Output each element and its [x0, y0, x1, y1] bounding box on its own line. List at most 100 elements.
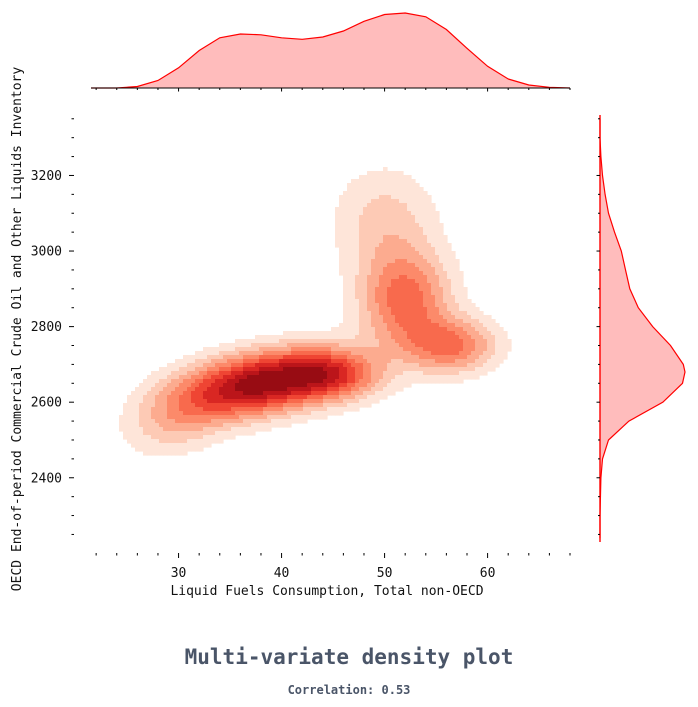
density-cell	[399, 243, 404, 248]
density-cell	[307, 363, 312, 368]
density-cell	[435, 215, 440, 220]
density-cell	[423, 299, 428, 304]
density-cell	[359, 307, 364, 312]
density-cell	[239, 427, 244, 432]
density-cell	[447, 271, 452, 276]
density-cell	[339, 227, 344, 232]
density-cell	[163, 447, 168, 452]
density-cell	[383, 335, 388, 340]
density-cell	[351, 339, 356, 344]
density-cell	[475, 359, 480, 364]
density-cell	[371, 239, 376, 244]
density-cell	[387, 243, 392, 248]
density-cell	[435, 263, 440, 268]
density-cell	[351, 235, 356, 240]
density-cell	[135, 435, 140, 440]
density-cell	[295, 335, 300, 340]
density-cell	[355, 219, 360, 224]
density-cell	[291, 395, 296, 400]
density-cell	[467, 299, 472, 304]
density-cell	[219, 347, 224, 352]
density-cell	[391, 191, 396, 196]
density-cell	[371, 195, 376, 200]
density-cell	[459, 375, 464, 380]
density-cell	[451, 287, 456, 292]
density-cell	[263, 355, 268, 360]
density-cell	[387, 175, 392, 180]
density-cell	[203, 403, 208, 408]
density-cell	[247, 427, 252, 432]
density-cell	[155, 431, 160, 436]
density-cell	[287, 403, 292, 408]
density-cell	[423, 311, 428, 316]
density-cell	[359, 223, 364, 228]
density-cell	[443, 319, 448, 324]
density-cell	[155, 403, 160, 408]
density-cell	[423, 235, 428, 240]
density-cell	[387, 347, 392, 352]
density-cell	[227, 355, 232, 360]
density-cell	[347, 335, 352, 340]
density-cell	[371, 391, 376, 396]
density-cell	[359, 363, 364, 368]
density-cell	[391, 171, 396, 176]
density-cell	[283, 395, 288, 400]
density-cell	[339, 371, 344, 376]
density-cell	[471, 375, 476, 380]
density-cell	[351, 351, 356, 356]
density-cell	[267, 343, 272, 348]
density-cell	[435, 239, 440, 244]
density-cell	[259, 375, 264, 380]
density-cell	[367, 283, 372, 288]
density-cell	[343, 387, 348, 392]
density-cell	[255, 375, 260, 380]
density-cell	[171, 391, 176, 396]
density-cell	[355, 179, 360, 184]
density-cell	[155, 419, 160, 424]
density-cell	[271, 355, 276, 360]
density-cell	[391, 251, 396, 256]
density-cell	[187, 407, 192, 412]
density-cell	[227, 371, 232, 376]
density-cell	[295, 419, 300, 424]
density-cell	[471, 351, 476, 356]
density-cell	[283, 355, 288, 360]
density-cell	[355, 371, 360, 376]
density-cell	[347, 327, 352, 332]
density-cell	[119, 419, 124, 424]
density-cell	[419, 263, 424, 268]
density-cell	[475, 363, 480, 368]
density-cell	[391, 199, 396, 204]
density-cell	[335, 383, 340, 388]
density-cell	[295, 415, 300, 420]
density-cell	[223, 411, 228, 416]
density-cell	[215, 351, 220, 356]
density-cell	[371, 267, 376, 272]
density-cell	[399, 315, 404, 320]
density-cell	[403, 287, 408, 292]
density-cell	[431, 227, 436, 232]
density-cell	[151, 387, 156, 392]
density-cell	[395, 379, 400, 384]
density-cell	[207, 431, 212, 436]
density-cell	[355, 279, 360, 284]
density-cell	[459, 355, 464, 360]
density-cell	[459, 359, 464, 364]
density-cell	[419, 275, 424, 280]
density-cell	[379, 303, 384, 308]
density-cell	[347, 287, 352, 292]
density-cell	[343, 295, 348, 300]
density-cell	[227, 423, 232, 428]
density-cell	[223, 359, 228, 364]
density-cell	[175, 419, 180, 424]
density-cell	[379, 299, 384, 304]
density-cell	[315, 375, 320, 380]
density-cell	[367, 395, 372, 400]
density-cell	[403, 299, 408, 304]
density-cell	[343, 227, 348, 232]
density-cell	[275, 411, 280, 416]
density-cell	[375, 267, 380, 272]
density-cell	[371, 359, 376, 364]
density-cell	[399, 339, 404, 344]
density-cell	[403, 295, 408, 300]
